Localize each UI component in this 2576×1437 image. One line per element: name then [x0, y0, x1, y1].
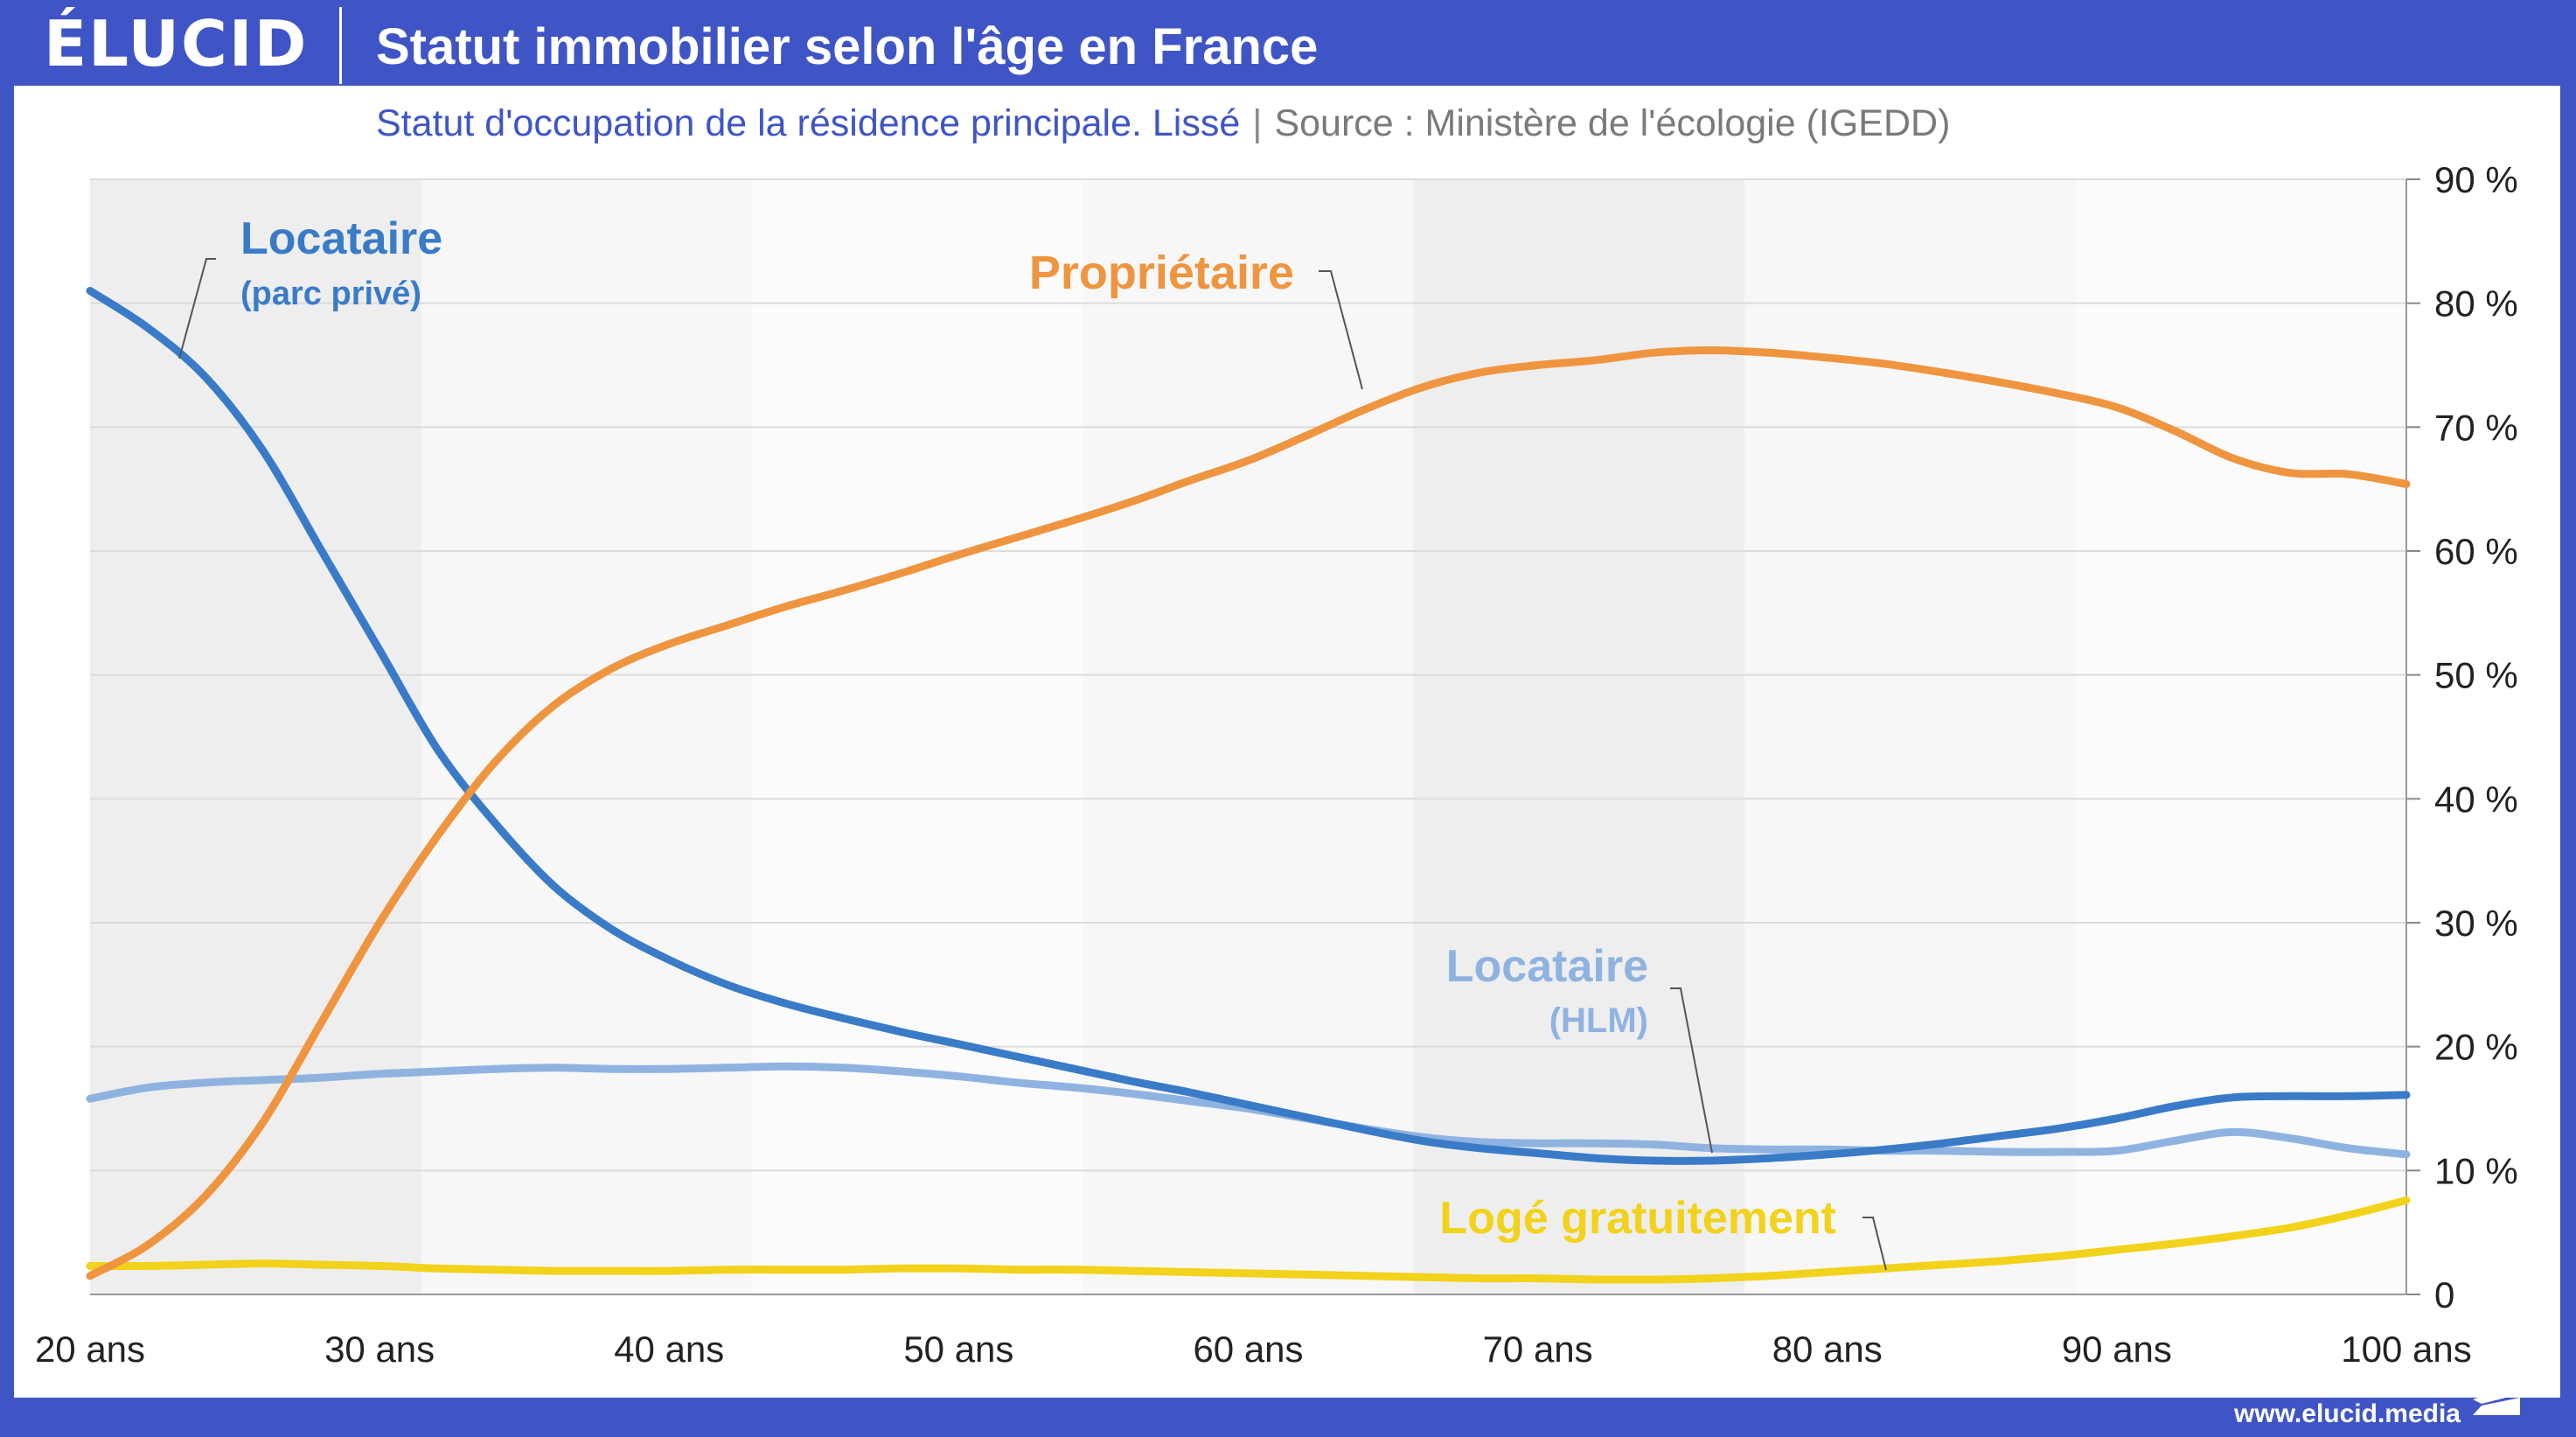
series-labels: Locataire (parc privé) Propriétaire Locatai…	[178, 213, 1887, 1271]
chart-title: Statut immobilier selon l'âge en France	[376, 18, 1319, 75]
proprietaire-label: Propriétaire	[1029, 247, 1294, 299]
y-tick-label: 60 %	[2434, 531, 2518, 572]
x-tick-label: 100 ans	[2341, 1329, 2471, 1370]
background-band	[90, 179, 421, 1294]
x-tick-label: 20 ans	[35, 1329, 145, 1370]
locataire-prive-sublabel: (parc privé)	[240, 276, 421, 312]
y-tick-label: 10 %	[2434, 1150, 2518, 1191]
series-lines	[86, 287, 2411, 1284]
y-tick-label: 70 %	[2434, 407, 2518, 448]
y-tick-labels: 0 10 % 20 % 30 % 40 % 50 % 60 % 70 % 80 % 90 %	[2434, 159, 2518, 1315]
x-tick-label: 50 ans	[903, 1329, 1013, 1370]
loge-gratuitement-line	[86, 1196, 2411, 1284]
x-tick-label: 70 ans	[1483, 1329, 1593, 1370]
subtitle-separator: |	[1252, 102, 1263, 144]
background-band	[751, 179, 1083, 1294]
locataire-hlm-label: Locataire	[1446, 941, 1648, 992]
locataire-hlm-sublabel: (HLM)	[1549, 1001, 1648, 1040]
background-bands	[90, 179, 2406, 1294]
x-tick-label: 30 ans	[324, 1329, 435, 1370]
y-tick-label: 0	[2434, 1274, 2454, 1315]
y-tick-label: 20 %	[2434, 1027, 2518, 1068]
axes	[90, 179, 2407, 1295]
elucid-logo: ÉLUCID	[44, 7, 309, 80]
header-divider	[339, 7, 342, 84]
header-bar	[0, 0, 2576, 86]
footer-url[interactable]: www.elucid.media	[2234, 1399, 2461, 1428]
proprietaire-leader-line	[1319, 270, 1363, 390]
locataire-prive-leader-line	[178, 258, 216, 359]
subtitle-text: Statut d'occupation de la résidence prin…	[376, 102, 1241, 144]
y-tick-label: 90 %	[2434, 159, 2518, 200]
y-tick-label: 40 %	[2434, 778, 2518, 820]
y-tick-label: 30 %	[2434, 903, 2518, 944]
source-text: Source : Ministère de l'écologie (IGEDD)	[1274, 102, 1951, 144]
background-band	[421, 179, 752, 1294]
loge-gratuitement-label: Logé gratuitement	[1439, 1193, 1836, 1244]
x-tick-label: 80 ans	[1772, 1329, 1883, 1370]
x-tick-label: 40 ans	[614, 1329, 724, 1370]
locataire-prive-label: Locataire	[240, 213, 442, 264]
locataire-prive-line	[86, 287, 2411, 1165]
x-tick-labels: 20 ans 30 ans 40 ans 50 ans 60 ans 70 ans 80 a…	[35, 1329, 2472, 1370]
y-tick-label: 80 %	[2434, 283, 2518, 324]
locataire-hlm-leader-line	[1670, 987, 1713, 1154]
y-tick-label: 50 %	[2434, 655, 2518, 696]
loge-gratuitement-leader-line	[1862, 1217, 1887, 1271]
proprietaire-line	[86, 346, 2411, 1280]
x-tick-label: 90 ans	[2062, 1329, 2172, 1370]
background-band	[1744, 179, 2076, 1294]
x-tick-label: 60 ans	[1193, 1329, 1303, 1370]
background-band	[2075, 179, 2406, 1294]
elucid-flag-icon	[2473, 1384, 2520, 1415]
chart-subtitle: Statut d'occupation de la résidence prin…	[376, 98, 1950, 149]
